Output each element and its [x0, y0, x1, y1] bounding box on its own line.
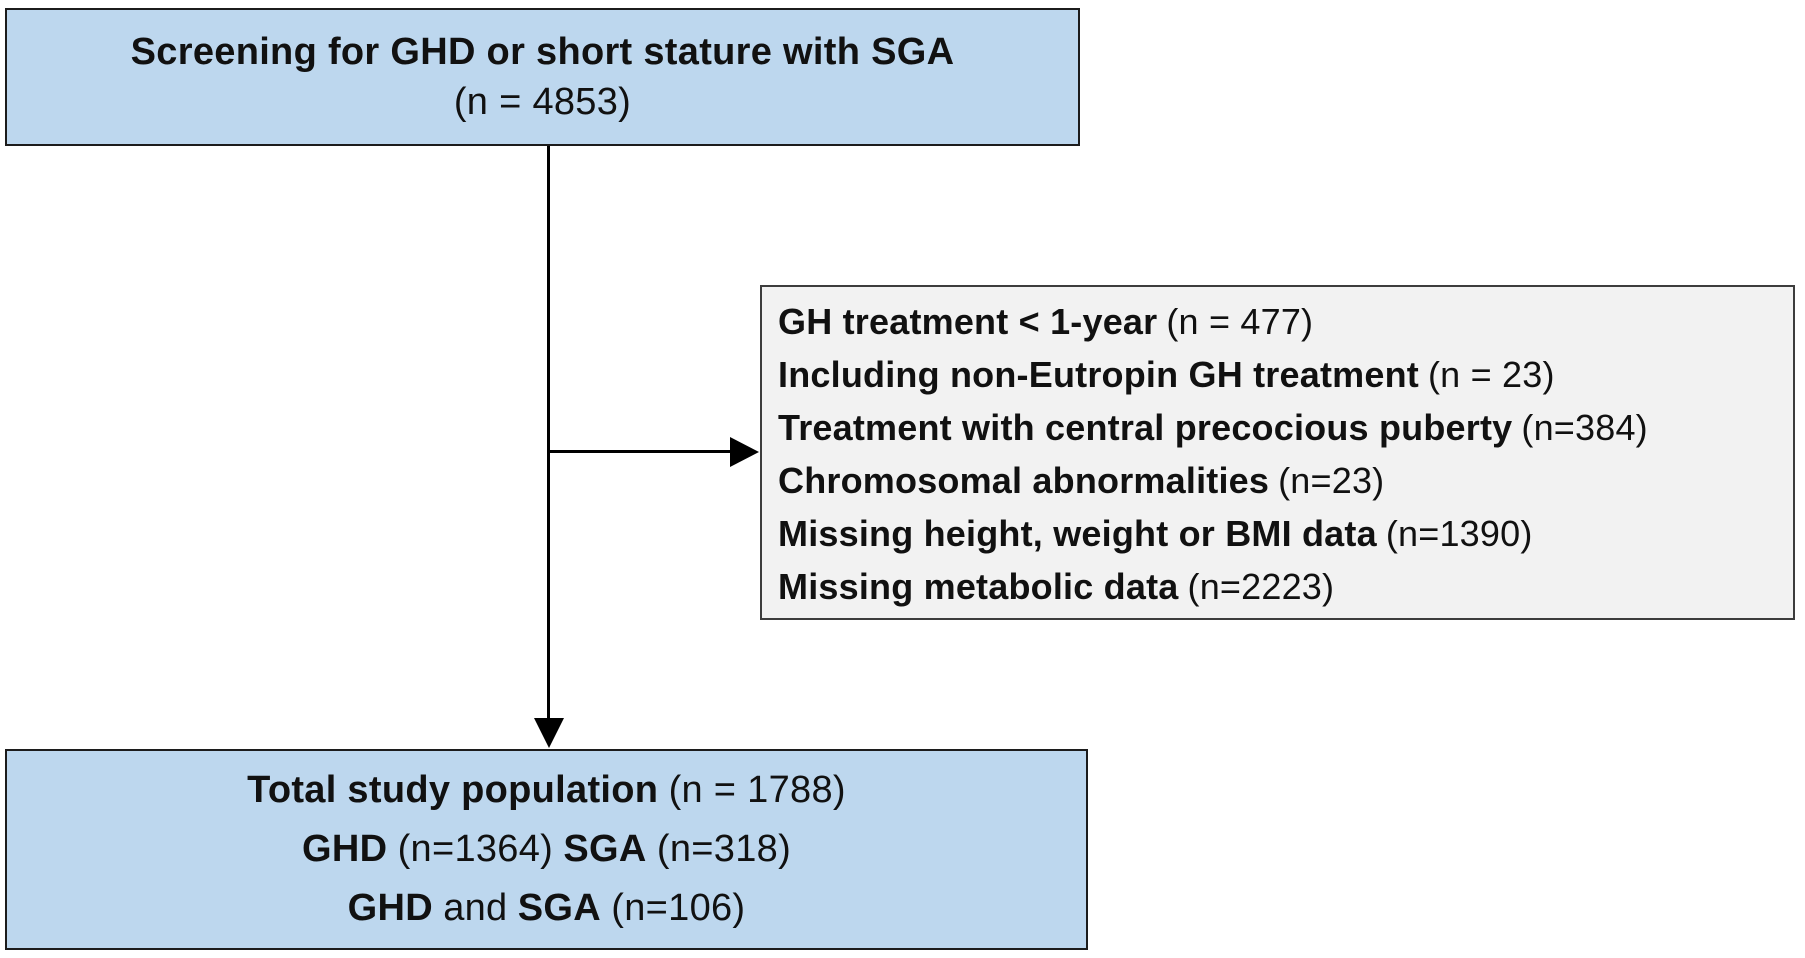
exclusion-item: GH treatment < 1-year (n = 477)	[778, 295, 1787, 348]
exclusion-item: Treatment with central precocious pubert…	[778, 401, 1787, 454]
sga-label: SGA	[517, 887, 601, 929]
exclusion-item: Chromosomal abnormalities (n=23)	[778, 454, 1787, 507]
exclusion-item-count: (n=2223)	[1187, 566, 1335, 607]
exclusion-box: GH treatment < 1-year (n = 477) Including…	[760, 285, 1795, 620]
sga-count: (n=318)	[656, 828, 792, 870]
ghd-label: GHD	[347, 887, 433, 929]
exclusion-item-label: Including non-Eutropin GH treatment	[778, 354, 1419, 395]
ghd-and-sga-line: GHD and SGA (n=106)	[348, 879, 746, 938]
vertical-connector-line	[547, 146, 550, 718]
exclusion-item: Missing height, weight or BMI data (n=139…	[778, 507, 1787, 560]
sga-label: SGA	[563, 828, 647, 870]
exclusion-item-label: Treatment with central precocious pubert…	[778, 407, 1513, 448]
ghd-count: (n=1364)	[397, 828, 554, 870]
and-conjunction: and	[443, 887, 508, 929]
exclusion-item-label: Missing metabolic data	[778, 566, 1179, 607]
screening-count: (n = 4853)	[453, 81, 632, 123]
screening-box: Screening for GHD or short stature with …	[5, 8, 1080, 146]
ghd-label: GHD	[301, 828, 388, 870]
total-population-box: Total study population (n = 1788) GHD (n=1…	[5, 749, 1088, 950]
exclusion-item-count: (n=23)	[1278, 460, 1385, 501]
total-population-count: (n = 1788)	[668, 769, 846, 811]
horizontal-connector-line	[547, 450, 731, 453]
exclusion-item-label: Chromosomal abnormalities	[778, 460, 1270, 501]
ghd-sga-line: GHD (n=1364) SGA (n=318)	[302, 820, 791, 879]
total-population-line: Total study population (n = 1788)	[247, 761, 846, 820]
total-population-label: Total study population	[247, 769, 659, 811]
exclusion-item-count: (n = 23)	[1427, 354, 1555, 395]
exclusion-item: Including non-Eutropin GH treatment (n = …	[778, 348, 1787, 401]
exclusion-item: Missing metabolic data (n=2223)	[778, 560, 1787, 613]
arrowhead-right-icon	[730, 437, 759, 467]
exclusion-item-count: (n = 477)	[1166, 301, 1314, 342]
exclusion-item-label: GH treatment < 1-year	[778, 301, 1158, 342]
exclusion-item-count: (n=384)	[1521, 407, 1648, 448]
exclusion-item-label: Missing height, weight or BMI data	[778, 513, 1377, 554]
arrowhead-down-icon	[534, 718, 564, 748]
exclusion-item-count: (n=1390)	[1385, 513, 1533, 554]
screening-title: Screening for GHD or short stature with …	[130, 31, 955, 73]
ghd-and-sga-count: (n=106)	[611, 887, 746, 929]
